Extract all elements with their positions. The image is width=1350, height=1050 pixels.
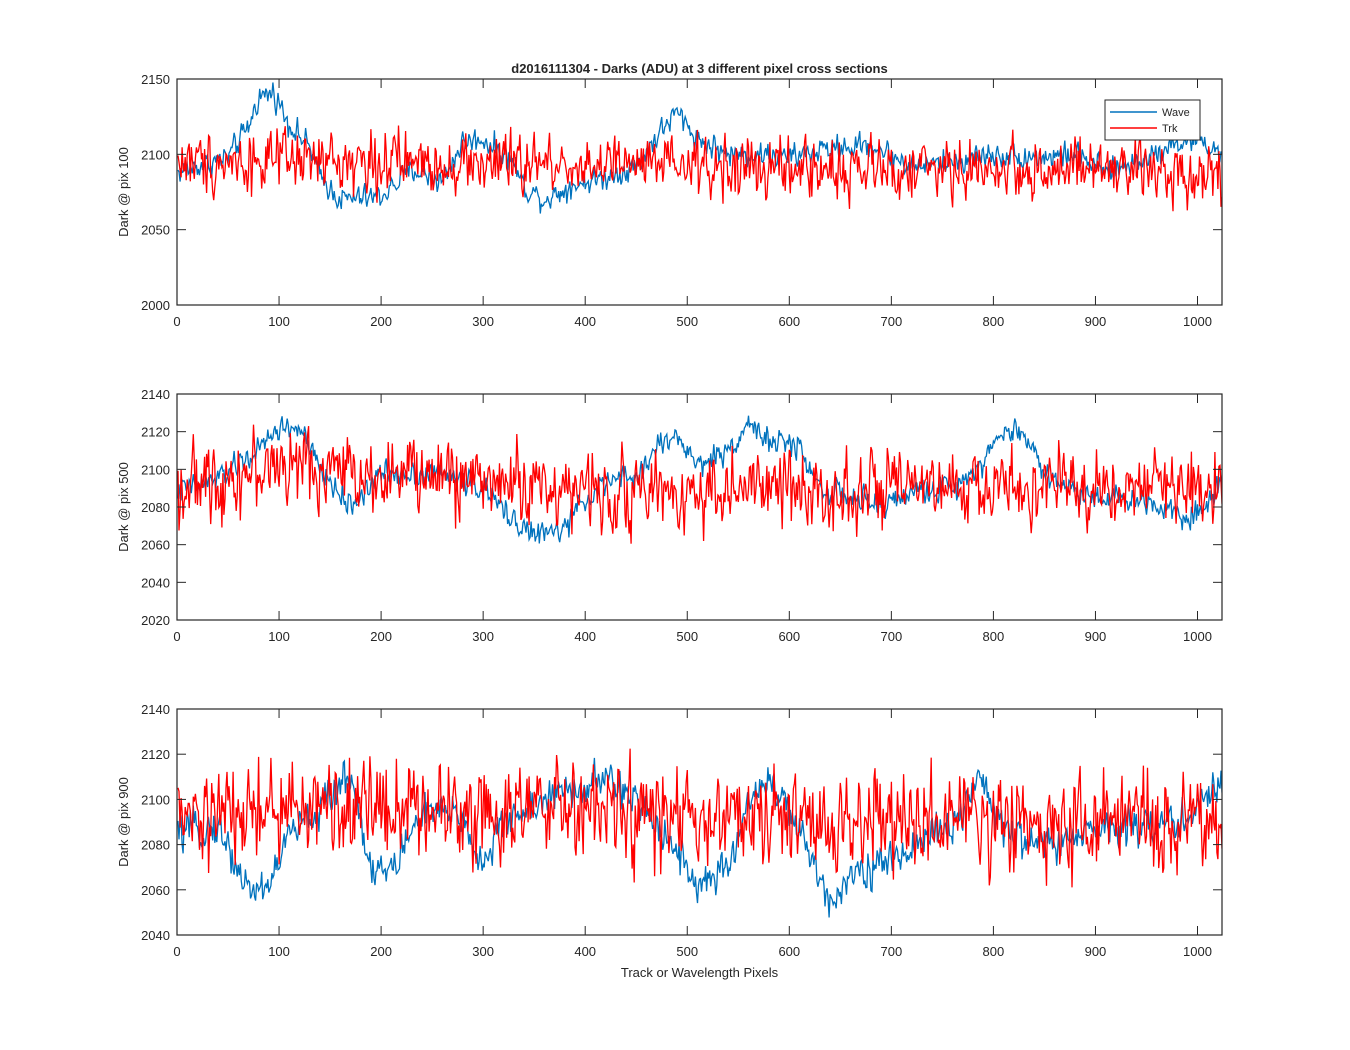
x-tick-label: 600 [778,944,800,959]
subplot-panels: 0 100 200 300 400 500 600 700 800 900 100020002050… [116,72,1223,959]
x-tick-label: 900 [1085,629,1107,644]
x-axis-label: Track or Wavelength Pixels [621,965,779,980]
x-tick-label: 0 [173,314,180,329]
figure-title: d2016111304 - Darks (ADU) at 3 different… [511,61,887,76]
x-tick-label: 200 [370,944,392,959]
panel-1: 0 100 200 300 400 500 600 700 800 900 1000 2000 2050… [116,72,1223,329]
series-wave-line [177,757,1222,918]
x-tick-label: 500 [676,944,698,959]
x-tick-label: 100 [268,944,290,959]
series-trk-line [177,748,1222,888]
x-tick-label: 700 [881,314,903,329]
legend-wave-label: Wave [1162,107,1190,119]
x-tick-label: 300 [472,944,494,959]
axes-box [176,708,1223,936]
legend-trk-label: Trk [1162,123,1178,135]
x-tick-label: 400 [574,944,596,959]
y-tick-label: 2140 [141,387,170,402]
x-tick-label: 300 [472,629,494,644]
y-tick-label: 2050 [141,223,170,238]
y-tick-label: 2040 [141,575,170,590]
panel-3: 0 100 200 300 400 500 600 700 800 900 1000 2040 2060… [116,702,1223,959]
y-axis-label: Dark @ pix 500 [116,462,131,552]
axes-box [176,393,1223,621]
series-trk-line [177,424,1222,544]
x-tick-label: 800 [983,314,1005,329]
x-tick-label: 200 [370,629,392,644]
x-tick-label: 400 [574,629,596,644]
y-axis-label: Dark @ pix 900 [116,777,131,867]
x-tick-label: 500 [676,629,698,644]
x-tick-label: 200 [370,314,392,329]
x-tick-label: 900 [1085,944,1107,959]
x-tick-label: 0 [173,944,180,959]
y-tick-label: 2080 [141,500,170,515]
y-axis-label: Dark @ pix 100 [116,147,131,237]
y-tick-label: 2100 [141,147,170,162]
y-tick-label: 2000 [141,298,170,313]
legend: Wave Trk [1104,99,1201,141]
series-wave-line [177,415,1222,544]
x-tick-label: 800 [983,944,1005,959]
y-tick-label: 2150 [141,72,170,87]
y-tick-label: 2140 [141,702,170,717]
x-tick-label: 400 [574,314,596,329]
y-tick-label: 2060 [141,538,170,553]
x-tick-label: 300 [472,314,494,329]
y-tick-label: 2060 [141,883,170,898]
x-tick-label: 1000 [1183,629,1212,644]
y-tick-label: 2100 [141,462,170,477]
y-tick-label: 2120 [141,747,170,762]
y-tick-label: 2020 [141,613,170,628]
x-tick-label: 600 [778,629,800,644]
series-wave-line [177,82,1222,214]
axes-box [176,78,1223,306]
x-tick-label: 0 [173,629,180,644]
series-trk-line [177,125,1222,212]
y-tick-label: 2040 [141,928,170,943]
y-tick-label: 2120 [141,425,170,440]
y-tick-label: 2080 [141,838,170,853]
x-tick-label: 700 [881,629,903,644]
x-tick-label: 100 [268,629,290,644]
x-tick-label: 500 [676,314,698,329]
x-tick-label: 800 [983,629,1005,644]
panel-2: 0 100 200 300 400 500 600 700 800 900 1000 2020 2040… [116,387,1223,644]
y-tick-label: 2100 [141,792,170,807]
legend-box [1104,99,1201,141]
x-tick-label: 600 [778,314,800,329]
x-tick-label: 100 [268,314,290,329]
x-tick-label: 700 [881,944,903,959]
x-tick-label: 1000 [1183,944,1212,959]
x-tick-label: 900 [1085,314,1107,329]
x-tick-label: 1000 [1183,314,1212,329]
